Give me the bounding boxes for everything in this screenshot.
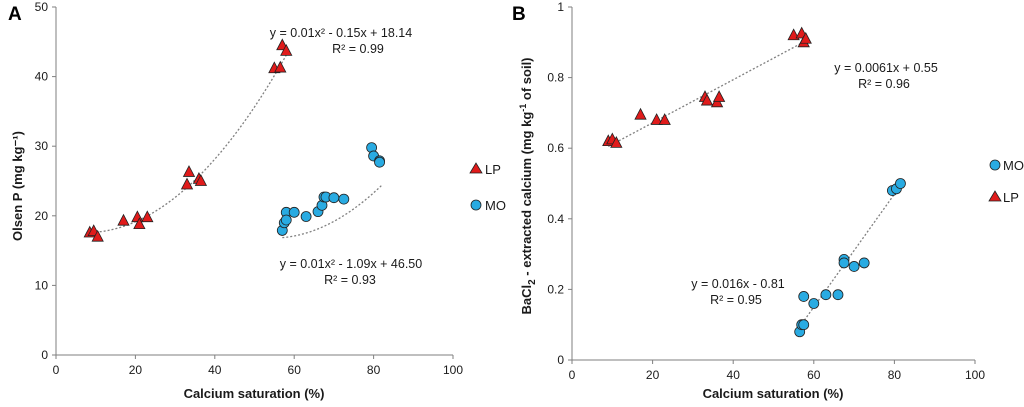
panel-a-legend-mo-label: MO: [485, 198, 506, 213]
panel-a-point-lp: [141, 210, 154, 223]
panel-b-point-mo: [838, 257, 850, 269]
panel-b-x-tick-label: 40: [727, 368, 741, 382]
panel-b-axes: 0 20 40 60 80 100 0 0.2 0.4 0.6 0.8 1: [547, 0, 985, 382]
panel-b-x-tick-label: 60: [807, 368, 821, 382]
panel-a-y-tick-label: 50: [35, 0, 49, 14]
panel-a-x-tick-label: 20: [129, 363, 143, 377]
panel-a-lp-r2: R² = 0.99: [332, 42, 384, 56]
panel-a-y-tick-label: 0: [41, 348, 48, 362]
panel-b-point-mo: [798, 319, 810, 331]
panel-a-x-tick-label: 0: [53, 363, 60, 377]
panel-b-point-lp: [610, 136, 623, 148]
panel-b-y-tick-label: 0.4: [547, 212, 564, 226]
panel-b-points: [602, 26, 906, 338]
panel-a-letter: A: [8, 4, 22, 25]
panel-b-x-tick-label: 0: [569, 368, 576, 382]
panel-b-mo-r2: R² = 0.95: [710, 293, 762, 307]
panel-a-mo-equation: y = 0.01x² - 1.09x + 46.50: [280, 257, 422, 271]
panel-b-legend-mo-label: MO: [1003, 158, 1024, 173]
panel-a-x-tick-label: 60: [288, 363, 302, 377]
panel-b-point-mo: [798, 291, 810, 302]
panel-a-legend-lp-label: LP: [485, 162, 501, 177]
panel-b-x-axis-label: Calcium saturation (%): [703, 386, 844, 401]
panel-a-y-tick-label: 20: [35, 209, 49, 223]
panel-b-point-mo: [858, 257, 870, 269]
panel-a-x-tick-label: 80: [367, 363, 381, 377]
panel-a-point-lp: [194, 174, 208, 186]
panel-b-y-tick-label: 0.2: [547, 282, 564, 296]
panel-b-legend-lp-marker: [988, 190, 1002, 202]
panel-a-mo-r2: R² = 0.93: [324, 273, 376, 287]
panel-a-point-lp: [131, 210, 144, 223]
panel-b-point-mo: [820, 289, 832, 301]
panel-b-x-tick-label: 20: [646, 368, 660, 382]
panel-b-lp-r2: R² = 0.96: [858, 77, 910, 91]
panel-a-point-lp: [280, 43, 293, 56]
panel-b-x-tick-label: 80: [888, 368, 902, 382]
panel-b-y-label-rest: - extracted calcium (mg kg: [519, 112, 534, 280]
panel-b: B 0 20 40 60 80 100 0 0.2 0.4 0.6 0.8 1 Calcium sat…: [512, 0, 1024, 401]
panel-a-trendline-lp: [91, 54, 287, 234]
panel-b-y-label-sub: 2: [527, 279, 538, 285]
panel-b-point-lp: [712, 90, 726, 102]
panel-b-y-tick-label: 1: [557, 0, 564, 14]
panel-b-trendline-lp: [607, 40, 807, 148]
panel-b-point-lp: [799, 31, 812, 44]
panel-b-point-mo: [832, 289, 844, 301]
panel-a-y-tick-label: 30: [35, 139, 49, 153]
panel-a-point-mo: [374, 156, 385, 168]
panel-b-y-tick-label: 0.8: [547, 71, 564, 85]
panel-a-point-lp: [180, 177, 194, 190]
panel-b-y-tick-label: 0.6: [547, 141, 564, 155]
panel-b-y-label-sup: -1: [518, 104, 528, 112]
panel-b-x-tick-label: 100: [965, 368, 985, 382]
panel-b-legend-mo-marker: [989, 159, 1001, 171]
panel-b-y-tick-label: 0: [557, 353, 564, 367]
panel-b-lp-equation: y = 0.0061x + 0.55: [834, 61, 938, 75]
panel-b-legend-lp-label: LP: [1003, 190, 1019, 205]
panel-a-points: [83, 38, 385, 242]
panel-a-y-axis-label: Olsen P (mg kg⁻¹): [10, 131, 25, 241]
panel-b-y-label-end: of soil): [519, 57, 534, 103]
panel-b-point-lp: [658, 113, 671, 125]
panel-a-axes: 0 20 40 60 80 100 0 10 20 30 40 50: [35, 0, 464, 377]
panel-a-legend-lp-marker: [469, 162, 483, 174]
panel-a-lp-equation: y = 0.01x² - 0.15x + 18.14: [270, 26, 412, 40]
panel-a-y-tick-label: 40: [35, 70, 49, 84]
panel-a-legend-mo-marker: [470, 199, 482, 211]
panel-a-point-mo: [288, 206, 300, 218]
panel-b-point-lp: [650, 113, 663, 125]
panel-a-point-mo: [338, 193, 350, 205]
panel-b-point-mo: [808, 298, 820, 309]
panel-b-mo-equation: y = 0.016x - 0.81: [691, 277, 785, 291]
panel-a-point-lp: [117, 213, 130, 226]
panel-a-point-lp: [133, 217, 146, 230]
panel-a-point-lp: [91, 229, 104, 242]
panel-b-y-label-main: BaCl: [519, 285, 534, 315]
panel-a-x-axis-label: Calcium saturation (%): [184, 386, 325, 401]
panel-a-legend: LP MO: [469, 162, 506, 213]
panel-a: A 0 20 40 60 80 100 0 10 20 30 40 50 Calcium satura…: [8, 0, 506, 401]
panel-a-x-tick-label: 40: [208, 363, 222, 377]
panel-b-point-lp: [634, 107, 647, 120]
panel-a-x-tick-label: 100: [443, 363, 463, 377]
panel-a-trendlines: [91, 54, 382, 239]
panel-b-point-mo: [895, 178, 906, 189]
panel-b-letter: B: [512, 4, 526, 25]
panel-b-y-axis-label: BaCl2 - extracted calcium (mg kg-1 of so…: [518, 57, 538, 314]
panel-a-point-lp: [274, 60, 287, 73]
panel-a-y-tick-label: 10: [35, 278, 49, 292]
panel-a-point-lp: [182, 165, 196, 177]
panel-a-point-mo: [300, 211, 312, 222]
panel-b-point-lp: [700, 93, 714, 106]
panel-b-legend: MO LP: [988, 158, 1024, 205]
panel-b-point-mo: [848, 261, 860, 272]
panel-a-point-mo: [328, 192, 340, 204]
panel-a-point-mo: [280, 214, 292, 226]
panel-a-trendline-mo: [282, 184, 382, 239]
